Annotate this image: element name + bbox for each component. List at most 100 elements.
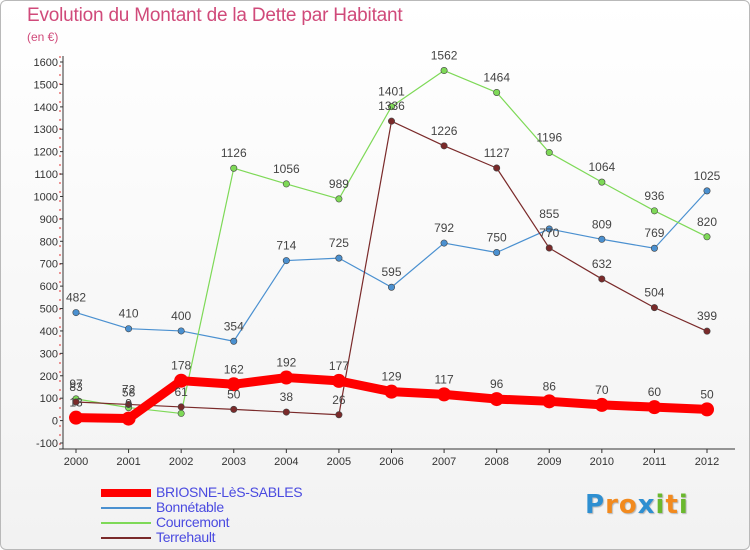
- data-label: 117: [435, 372, 454, 386]
- data-label: 482: [66, 291, 86, 305]
- x-tick-label: 2004: [274, 456, 298, 468]
- logo-letter: o: [618, 490, 638, 520]
- data-point: [230, 337, 238, 345]
- logo-letter: P: [585, 490, 606, 520]
- data-label: 50: [700, 387, 714, 401]
- legend-label-terrehault: Terrehault: [156, 529, 216, 545]
- data-label: 714: [276, 239, 296, 253]
- data-point: [493, 88, 501, 96]
- legend-label-courcemont: Courcemont: [156, 514, 230, 530]
- data-label: 1064: [588, 160, 615, 174]
- logo-letter: i: [678, 490, 689, 520]
- data-point: [647, 400, 662, 415]
- data-label: 162: [224, 362, 244, 376]
- data-label: 83: [69, 380, 83, 394]
- data-label: 770: [539, 226, 559, 240]
- data-label: 70: [595, 383, 609, 397]
- data-label: 1226: [431, 124, 458, 138]
- x-tick-label: 2009: [537, 456, 561, 468]
- data-point: [594, 397, 609, 412]
- y-tick-label: 1300: [34, 124, 58, 136]
- data-point: [125, 325, 133, 333]
- x-tick-label: 2001: [116, 456, 140, 468]
- data-label: 26: [332, 393, 346, 407]
- data-label: 1336: [378, 99, 405, 113]
- x-tick-label: 2006: [379, 456, 403, 468]
- y-tick-label: 800: [40, 236, 58, 248]
- data-label: 86: [543, 379, 557, 393]
- y-tick-label: 1600: [34, 57, 58, 69]
- data-point: [542, 394, 557, 409]
- data-point: [545, 149, 553, 157]
- data-label: 750: [487, 231, 507, 245]
- data-label: 177: [329, 359, 349, 373]
- data-point: [598, 178, 606, 186]
- data-point: [493, 249, 501, 257]
- data-point: [489, 392, 504, 407]
- data-point: [335, 254, 343, 262]
- y-tick-label: 400: [40, 326, 58, 338]
- data-label: 504: [644, 286, 664, 300]
- data-point: [440, 239, 448, 247]
- y-tick-label: -100: [36, 438, 58, 450]
- x-tick-label: 2005: [327, 456, 351, 468]
- data-point: [700, 402, 714, 417]
- y-tick-label: 1500: [34, 79, 58, 91]
- legend-swatch-briosne: [101, 489, 151, 497]
- x-tick-label: 2008: [484, 456, 508, 468]
- data-point: [545, 244, 553, 252]
- data-point: [177, 403, 185, 411]
- data-label: 855: [539, 207, 559, 221]
- data-point: [545, 225, 553, 233]
- data-label: 820: [697, 215, 717, 229]
- data-point: [177, 409, 185, 417]
- data-label: 1401: [378, 85, 405, 99]
- data-point: [598, 275, 606, 283]
- legend-swatch-terrehault: [101, 537, 151, 539]
- data-point: [282, 257, 290, 265]
- y-tick-label: 300: [40, 348, 58, 360]
- x-tick-label: 2012: [695, 456, 719, 468]
- data-label: 58: [122, 386, 136, 400]
- data-label: 1562: [431, 49, 458, 63]
- chart-title: Evolution du Montant de la Dette par Hab…: [27, 5, 403, 26]
- data-point: [598, 235, 606, 243]
- data-point: [703, 187, 711, 195]
- data-point: [440, 67, 448, 75]
- legend-swatch-bonnetable: [101, 507, 151, 509]
- data-point: [282, 408, 290, 416]
- data-label: 1196: [536, 131, 562, 145]
- data-label: 989: [329, 177, 349, 191]
- data-label: 1126: [221, 146, 247, 160]
- data-point: [69, 410, 83, 425]
- data-label: 809: [592, 217, 612, 231]
- logo-letter: t: [665, 490, 679, 520]
- data-point: [230, 164, 238, 172]
- data-point: [650, 244, 658, 252]
- y-tick-label: 1400: [34, 102, 58, 114]
- logo-letter: r: [605, 490, 619, 520]
- data-point: [493, 164, 501, 172]
- data-point: [174, 373, 189, 388]
- logo-letter: x: [637, 490, 656, 520]
- data-point: [72, 309, 80, 317]
- y-tick-label: 600: [40, 281, 58, 293]
- data-label: 72: [122, 382, 136, 396]
- data-point: [230, 405, 238, 413]
- y-tick-label: 900: [40, 214, 58, 226]
- x-tick-label: 2010: [590, 456, 614, 468]
- data-label: 399: [697, 309, 717, 323]
- data-label: 595: [381, 265, 401, 279]
- x-tick-label: 2002: [169, 456, 193, 468]
- y-tick-label: 200: [40, 371, 58, 383]
- data-label: 38: [280, 390, 294, 404]
- data-point: [226, 377, 241, 392]
- y-tick-label: 700: [40, 259, 58, 271]
- data-label: 725: [329, 236, 349, 250]
- data-point: [437, 387, 452, 402]
- data-point: [387, 117, 395, 125]
- data-label: 61: [174, 385, 188, 399]
- data-label: 178: [171, 359, 191, 373]
- data-label: 13: [69, 396, 83, 410]
